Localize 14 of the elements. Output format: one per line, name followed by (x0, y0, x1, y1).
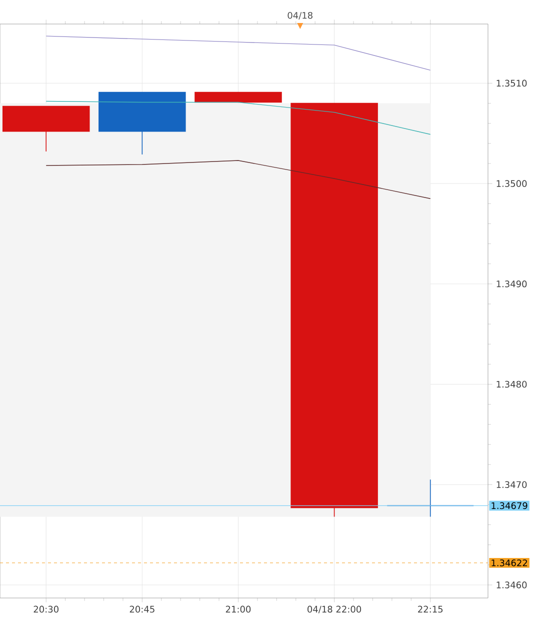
ref-line-label: 1.34679 (492, 502, 528, 510)
text: 04/18 (288, 12, 312, 20)
y-tick-label: 1.3460 (496, 582, 527, 588)
x-tick-label: 21:00 (226, 606, 251, 613)
x-tick-label: 20:45 (130, 606, 154, 613)
y-tick-label: 1.3480 (496, 380, 527, 388)
y-tick-label: 1.3500 (496, 180, 527, 187)
x-tick-label: 04/18 22:00 (308, 606, 362, 614)
y-tick-label: 1.3490 (496, 280, 527, 288)
x-tick-label: 20:30 (34, 606, 58, 613)
y-tick-label: 1.3510 (496, 80, 527, 87)
x-tick-label: 22:15 (418, 606, 443, 613)
y-tick-label: 1.3470 (496, 481, 527, 488)
ref-line-label: 1.34622 (492, 559, 527, 566)
